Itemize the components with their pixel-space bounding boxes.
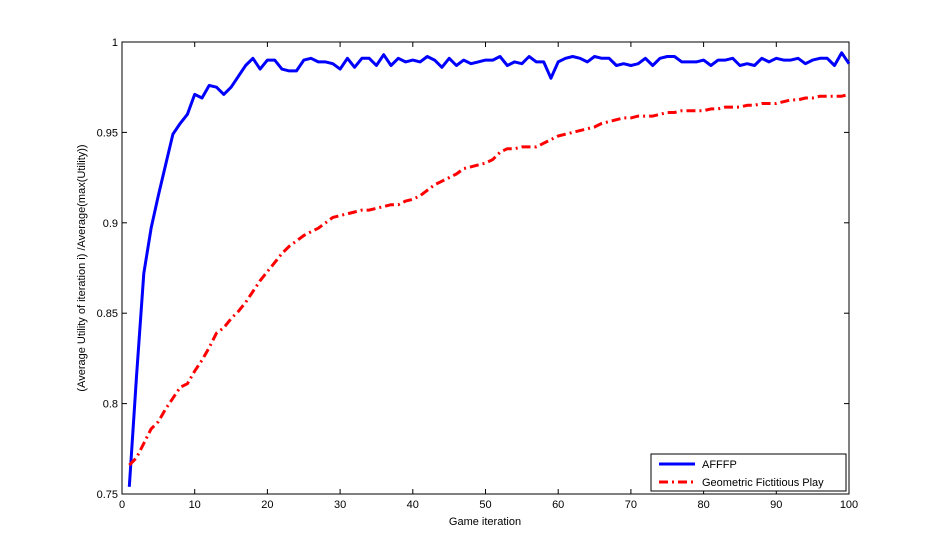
y-tick-label: 0.8 <box>103 399 118 411</box>
x-tick-label: 40 <box>407 499 419 511</box>
x-axis-label: Game iteration <box>449 516 521 528</box>
series-line-afffp <box>127 51 851 487</box>
legend-label-geometric-fictitious-play: Geometric Fictitious Play <box>702 477 824 489</box>
y-axis-ticks: 0.75 0.8 0.85 0.9 0.95 1 <box>97 37 849 501</box>
x-tick-label: 20 <box>261 499 273 511</box>
x-tick-label: 50 <box>479 499 491 511</box>
legend-box <box>650 453 847 492</box>
series-layer <box>127 51 851 487</box>
x-tick-label: 60 <box>552 499 564 511</box>
y-tick-label: 1 <box>112 37 118 49</box>
legend-label-afffp: AFFFP <box>702 459 737 471</box>
y-tick-label: 0.85 <box>97 308 118 320</box>
x-axis-ticks: 0 10 20 30 40 50 60 70 80 90 100 <box>119 42 858 511</box>
x-tick-label: 80 <box>697 499 709 511</box>
x-tick-label: 10 <box>189 499 201 511</box>
plot-area <box>121 41 850 495</box>
x-tick-label: 30 <box>334 499 346 511</box>
x-tick-label: 70 <box>625 499 637 511</box>
x-tick-label: 0 <box>119 499 125 511</box>
y-axis-label: (Average Utility of iteration i) /Averag… <box>76 144 88 391</box>
series-line-geometric-fictitious-play <box>128 92 850 467</box>
y-tick-label: 0.9 <box>103 218 118 230</box>
y-tick-label: 0.95 <box>97 127 118 139</box>
legend: AFFFP Geometric Fictitious Play <box>650 453 847 492</box>
y-tick-label: 0.75 <box>97 489 118 501</box>
x-tick-label: 100 <box>840 499 858 511</box>
x-tick-label: 90 <box>770 499 782 511</box>
